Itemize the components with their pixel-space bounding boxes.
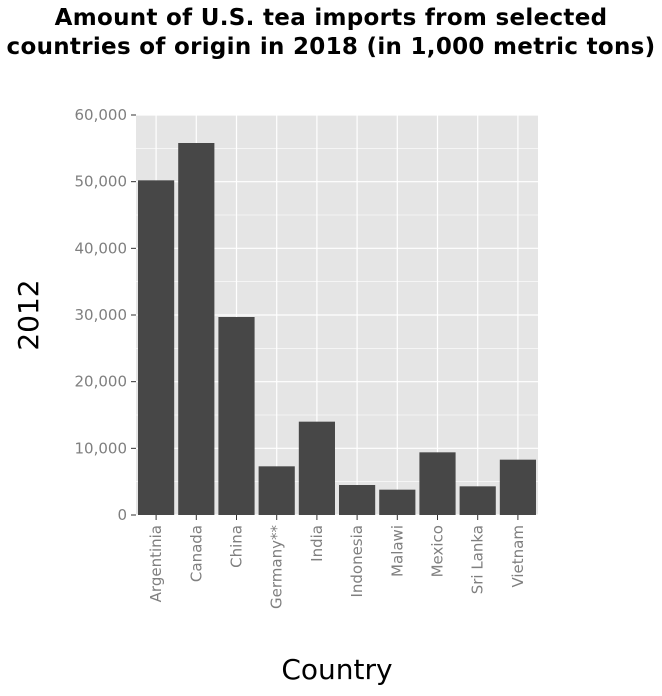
x-tick-label: Mexico — [429, 525, 447, 577]
x-tick-label: Vietnam — [509, 525, 527, 588]
bar-argentinia — [138, 180, 175, 516]
bar-indonesia — [339, 485, 376, 515]
bar-india — [298, 421, 335, 515]
x-tick-label: Argentinia — [147, 525, 165, 602]
x-tick-label: India — [308, 525, 326, 562]
y-tick-label: 0 — [117, 506, 127, 524]
y-tick-label: 20,000 — [75, 373, 128, 391]
bar-china — [218, 317, 255, 515]
bar-srilanka — [459, 486, 496, 515]
bar-mexico — [419, 452, 456, 515]
bars — [138, 143, 536, 516]
y-axis: 0 10,000 20,000 30,000 40,000 50,000 60,000 — [75, 106, 136, 524]
bar-malawi — [379, 489, 416, 515]
y-tick-label: 40,000 — [75, 239, 128, 257]
x-tick-label: Indonesia — [348, 525, 366, 598]
chart-title: Amount of U.S. tea imports from selected… — [6, 5, 656, 60]
x-axis: Argentinia Canada China Germany** India Indon… — [147, 515, 527, 609]
x-tick-label: Canada — [187, 525, 205, 582]
bar-canada — [178, 143, 215, 515]
y-tick-label: 10,000 — [75, 439, 128, 457]
x-tick-label: Germany** — [268, 525, 286, 609]
x-tick-label: Sri Lanka — [469, 525, 487, 594]
y-tick-label: 60,000 — [75, 106, 128, 124]
bar-germany — [258, 466, 295, 515]
bar-vietnam — [499, 459, 536, 515]
x-tick-label: China — [228, 525, 246, 568]
y-tick-label: 50,000 — [75, 173, 128, 191]
y-tick-label: 30,000 — [75, 306, 128, 324]
y-axis-title: 2012 — [12, 279, 45, 350]
x-tick-label: Malawi — [388, 525, 406, 577]
x-axis-title: Country — [281, 653, 392, 686]
